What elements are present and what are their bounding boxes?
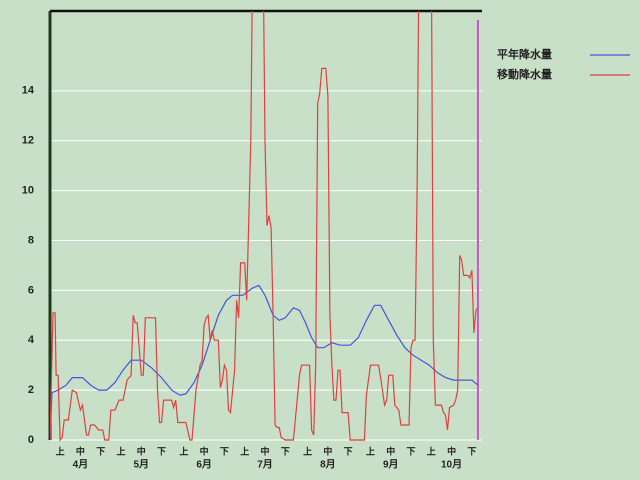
month-label: 7月 (257, 459, 273, 471)
x-tick-label: 下 (157, 446, 166, 456)
x-tick-label: 中 (386, 445, 395, 456)
series-line (50, 11, 479, 442)
y-tick-label: 12 (22, 135, 34, 147)
y-tick-label: 6 (28, 284, 34, 296)
x-tick-label: 上 (427, 445, 436, 456)
y-tick-label: 4 (28, 334, 35, 346)
legend-label: 平年降水量 (497, 47, 552, 61)
x-tick-label: 下 (407, 446, 416, 456)
x-tick-label: 下 (96, 446, 105, 456)
x-tick-label: 中 (137, 445, 146, 456)
plot (50, 11, 479, 442)
x-tick-label: 中 (260, 445, 269, 456)
month-label: 10月 (441, 459, 462, 471)
x-tick-label: 上 (116, 445, 125, 456)
y-tick-label: 14 (22, 85, 35, 97)
x-tick-label: 中 (447, 445, 456, 456)
x-tick-label: 中 (323, 445, 332, 456)
y-tick-label: 10 (22, 184, 34, 196)
x-tick-label: 下 (467, 446, 476, 456)
month-label: 8月 (320, 459, 336, 471)
legend-label: 移動降水量 (497, 67, 552, 81)
x-tick-label: 下 (281, 446, 290, 456)
x-tick-label: 中 (200, 445, 209, 456)
x-tick-label: 下 (220, 446, 229, 456)
x-tick-label: 上 (303, 445, 312, 456)
x-tick-label: 上 (179, 445, 188, 456)
x-tick-label: 中 (76, 445, 85, 456)
x-tick-label: 上 (240, 445, 249, 456)
series-line (50, 284, 479, 441)
x-tick-label: 上 (366, 445, 375, 456)
x-tick-label: 上 (56, 445, 65, 456)
y-tick-label: 8 (28, 234, 34, 246)
month-label: 4月 (73, 459, 89, 471)
month-label: 5月 (133, 459, 149, 471)
x-tick-label: 下 (344, 446, 353, 456)
y-tick-label: 2 (28, 384, 34, 396)
month-label: 9月 (383, 459, 399, 471)
y-tick-label: 0 (28, 434, 34, 446)
month-label: 6月 (196, 459, 212, 471)
